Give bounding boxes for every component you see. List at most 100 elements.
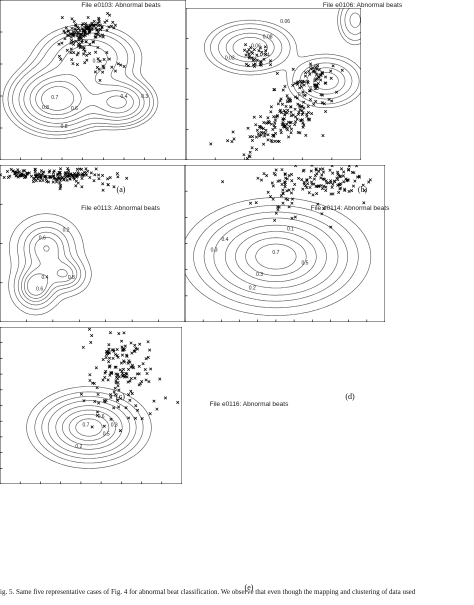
data-point <box>309 169 313 173</box>
data-point <box>108 175 112 180</box>
contour-line <box>2 23 159 139</box>
data-point <box>244 62 248 66</box>
data-point <box>41 178 45 183</box>
data-point <box>289 105 293 109</box>
data-point <box>88 30 92 34</box>
data-point <box>65 33 70 37</box>
data-point <box>230 140 234 144</box>
data-point <box>113 386 117 390</box>
data-point <box>113 23 117 27</box>
contour-label: 0.04 <box>260 53 270 59</box>
data-point <box>311 193 315 197</box>
data-point <box>115 398 120 402</box>
data-point <box>246 64 250 68</box>
data-point <box>308 185 312 190</box>
data-point <box>80 40 84 44</box>
data-point <box>293 182 297 186</box>
data-point <box>106 177 110 181</box>
data-point <box>284 197 288 201</box>
data-point <box>350 188 354 193</box>
data-point <box>18 173 22 177</box>
data-point <box>155 407 159 411</box>
data-point <box>58 176 62 180</box>
contour-label: 0.2 <box>249 285 256 291</box>
data-point <box>273 118 277 122</box>
data-point <box>74 31 78 35</box>
data-point <box>52 169 56 173</box>
contour-line <box>23 45 140 124</box>
data-point <box>301 90 305 94</box>
data-point <box>304 71 308 75</box>
data-point <box>248 201 253 205</box>
data-point <box>315 84 319 88</box>
data-point <box>368 178 372 182</box>
data-point <box>69 38 73 42</box>
data-point <box>58 181 62 185</box>
data-point <box>347 189 351 193</box>
data-point <box>126 380 130 384</box>
data-point <box>105 51 109 55</box>
data-point <box>73 172 77 176</box>
data-point <box>335 90 339 94</box>
data-point <box>112 185 116 189</box>
data-point <box>308 89 312 93</box>
data-point <box>129 376 133 381</box>
data-point <box>130 363 134 367</box>
contour-label: 0.02 <box>225 56 235 62</box>
data-point <box>301 121 305 125</box>
data-point <box>338 183 342 187</box>
data-point <box>80 27 84 31</box>
data-point <box>69 35 73 39</box>
data-point <box>273 139 277 143</box>
contour-line <box>29 74 134 120</box>
data-point <box>116 355 120 359</box>
data-point <box>59 185 63 189</box>
data-point <box>322 184 326 188</box>
data-point <box>315 67 319 71</box>
data-point <box>38 179 42 183</box>
data-point <box>362 189 366 193</box>
data-point <box>0 173 3 177</box>
data-point <box>104 398 108 402</box>
data-point <box>105 352 109 357</box>
contour-label: 0.3 <box>211 247 218 253</box>
data-point <box>278 99 282 103</box>
data-point <box>259 133 263 137</box>
data-point <box>271 133 275 138</box>
data-point <box>116 175 120 179</box>
data-point <box>250 138 254 142</box>
data-point <box>266 190 270 194</box>
data-point <box>176 400 180 404</box>
data-point <box>119 63 123 67</box>
data-point <box>83 31 87 35</box>
data-point <box>22 173 26 177</box>
data-point <box>305 114 309 118</box>
data-point <box>121 373 125 377</box>
data-point <box>266 116 270 120</box>
data-point <box>152 399 156 403</box>
contour-line <box>18 39 145 128</box>
data-point <box>345 178 349 182</box>
data-point <box>256 132 260 136</box>
data-point <box>367 180 371 184</box>
data-point <box>307 69 311 73</box>
contour-label: 0.1 <box>287 226 294 232</box>
data-point <box>253 62 257 66</box>
data-point <box>272 88 276 92</box>
data-point <box>78 46 82 50</box>
contour-label: 0.7 <box>82 423 89 429</box>
data-point <box>284 104 288 109</box>
data-point <box>259 115 263 119</box>
data-point <box>106 11 110 16</box>
data-point <box>41 172 45 176</box>
data-point <box>120 339 124 343</box>
data-point <box>149 367 153 371</box>
data-point <box>309 67 313 71</box>
data-point <box>291 187 295 191</box>
data-point <box>140 416 144 421</box>
data-point <box>107 365 111 369</box>
data-point <box>95 28 99 32</box>
data-point <box>71 33 75 37</box>
data-point <box>60 41 64 45</box>
data-point <box>330 99 334 103</box>
